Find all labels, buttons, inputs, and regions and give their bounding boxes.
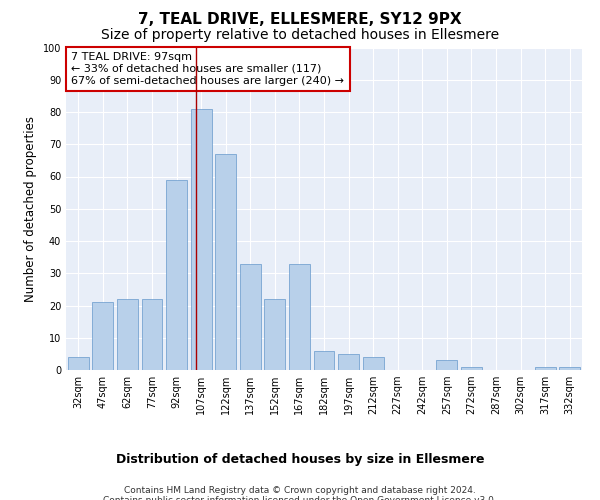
Bar [240, 264, 261, 370]
Bar [559, 367, 580, 370]
Text: 7 TEAL DRIVE: 97sqm
← 33% of detached houses are smaller (117)
67% of semi-detac: 7 TEAL DRIVE: 97sqm ← 33% of detached ho… [71, 52, 344, 86]
Bar [92, 302, 113, 370]
Bar [289, 264, 310, 370]
Bar [215, 154, 236, 370]
Bar [461, 367, 482, 370]
Bar [265, 299, 286, 370]
Bar [436, 360, 457, 370]
Text: Size of property relative to detached houses in Ellesmere: Size of property relative to detached ho… [101, 28, 499, 42]
Bar [338, 354, 359, 370]
Bar [314, 350, 334, 370]
Text: Distribution of detached houses by size in Ellesmere: Distribution of detached houses by size … [116, 452, 484, 466]
Y-axis label: Number of detached properties: Number of detached properties [24, 116, 37, 302]
Bar [166, 180, 187, 370]
Bar [362, 357, 383, 370]
Bar [117, 299, 138, 370]
Text: Contains HM Land Registry data © Crown copyright and database right 2024.
Contai: Contains HM Land Registry data © Crown c… [103, 486, 497, 500]
Bar [142, 299, 163, 370]
Text: 7, TEAL DRIVE, ELLESMERE, SY12 9PX: 7, TEAL DRIVE, ELLESMERE, SY12 9PX [138, 12, 462, 28]
Bar [191, 109, 212, 370]
Bar [68, 357, 89, 370]
Bar [535, 367, 556, 370]
